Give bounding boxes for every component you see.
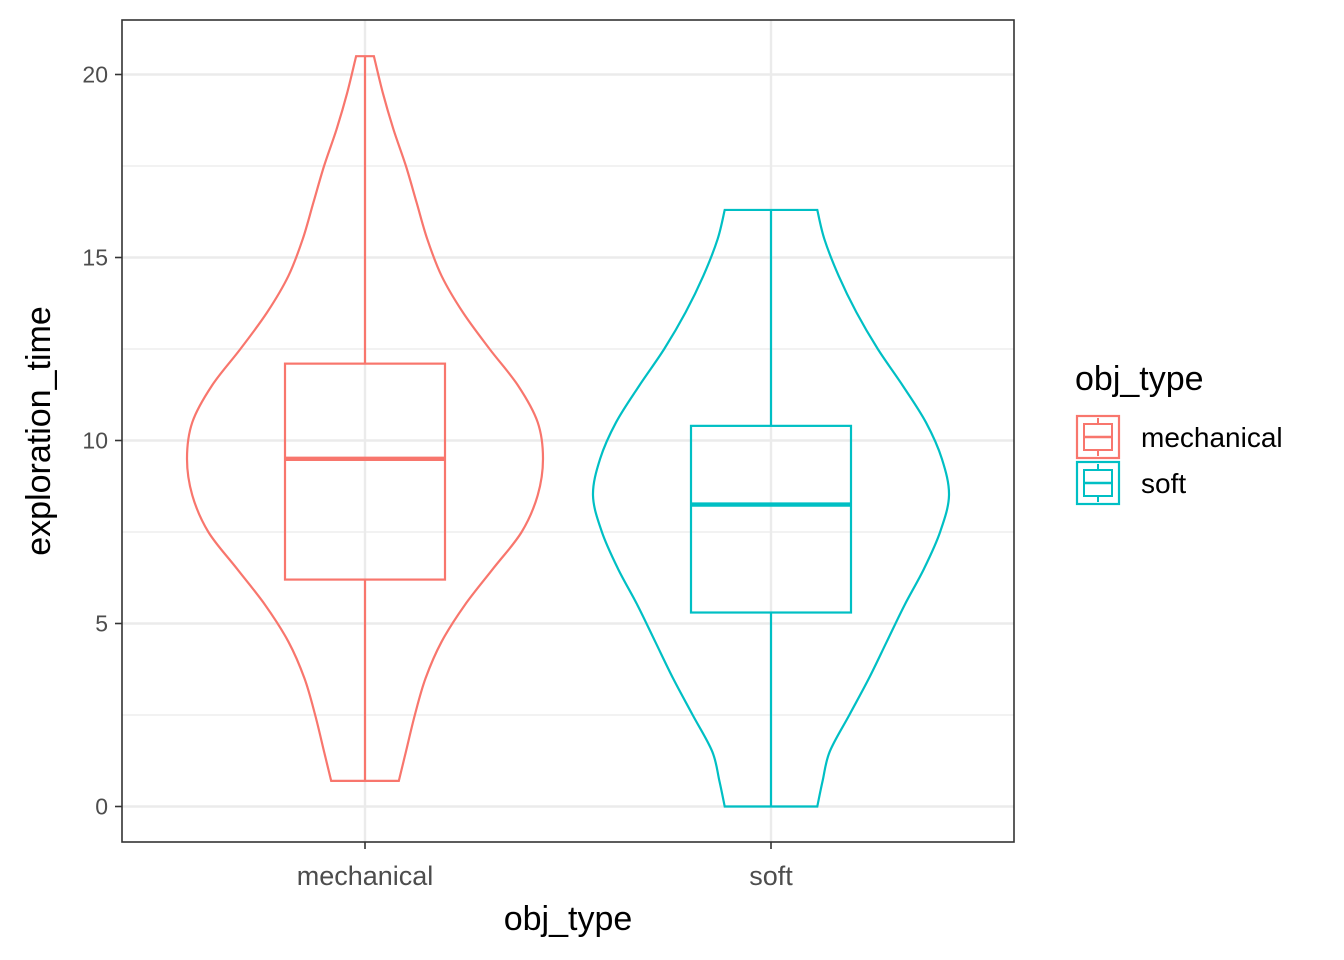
panel-border bbox=[121, 19, 1015, 843]
legend-key-soft bbox=[1075, 460, 1121, 506]
y-tick-label: 15 bbox=[82, 245, 108, 271]
violins bbox=[185, 55, 951, 808]
violin-outline-mechanical bbox=[185, 55, 545, 782]
y-tick-label: 5 bbox=[95, 611, 108, 637]
minor-gridlines bbox=[122, 165, 1014, 716]
panel-background bbox=[122, 20, 1014, 842]
y-axis-ticks: 0 5 10 15 20 bbox=[82, 62, 122, 820]
legend-label-soft: soft bbox=[1141, 468, 1186, 499]
box-mechanical bbox=[283, 362, 447, 581]
legend-key-mechanical bbox=[1075, 414, 1121, 460]
legend: obj_type mechanical soft bbox=[1075, 360, 1283, 506]
y-tick-label: 10 bbox=[82, 428, 108, 454]
box-soft bbox=[689, 424, 853, 614]
legend-label-mechanical: mechanical bbox=[1141, 422, 1283, 453]
legend-title: obj_type bbox=[1075, 360, 1204, 398]
violin-group-soft bbox=[591, 208, 951, 808]
y-tick-label: 20 bbox=[82, 62, 108, 88]
x-tick-label: mechanical bbox=[297, 861, 434, 891]
violin-group-mechanical bbox=[185, 55, 545, 782]
violin-outline-soft bbox=[591, 208, 951, 808]
x-tick-label: soft bbox=[749, 861, 793, 891]
y-axis-title: exploration_time bbox=[20, 306, 58, 555]
y-tick-label: 0 bbox=[95, 794, 108, 820]
x-axis-title: obj_type bbox=[504, 900, 633, 938]
x-axis-ticks: mechanical soft bbox=[297, 842, 793, 891]
